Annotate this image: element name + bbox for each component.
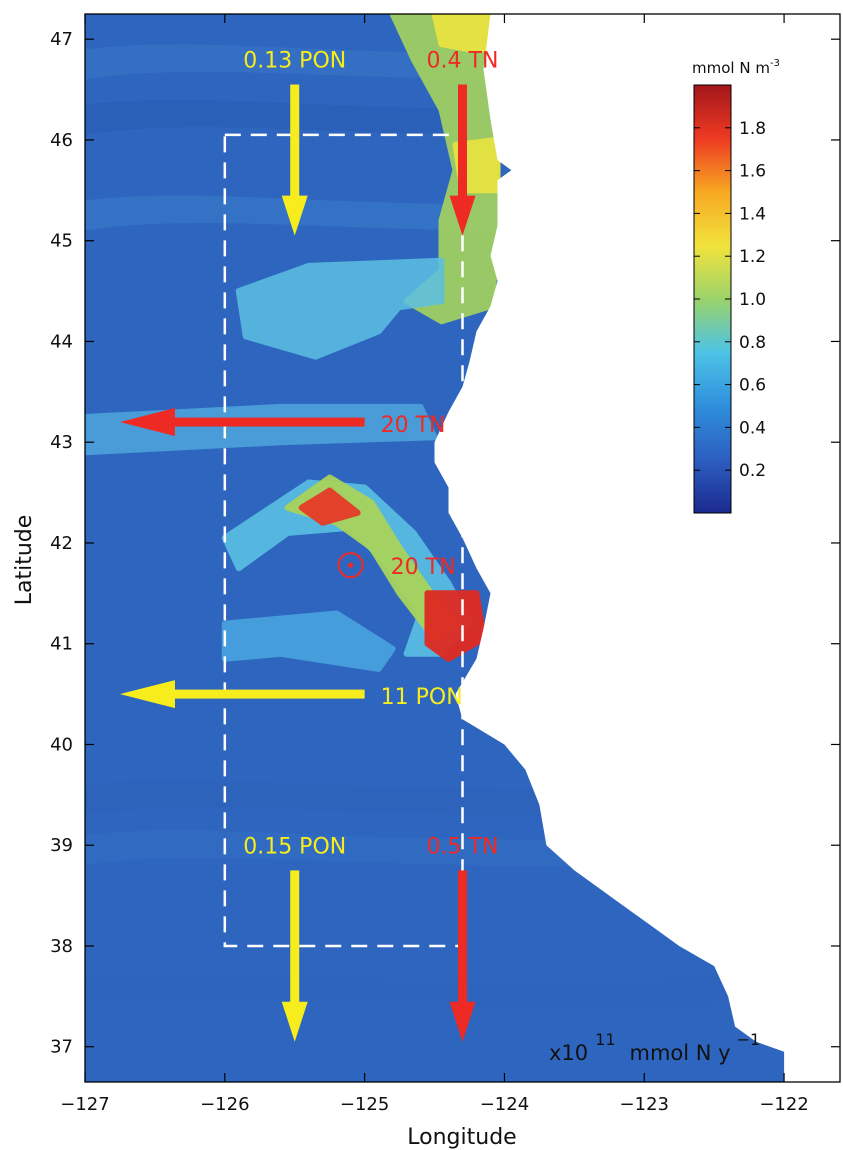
land-mask	[434, 14, 840, 1082]
y-tick-label: 39	[50, 835, 73, 856]
flux-south-0: 0.13 PON	[243, 49, 346, 236]
flux-west-2: 20 TN	[119, 408, 446, 438]
flux-south-6: 0.5 TN	[427, 834, 499, 1042]
flux-arrow-shaft	[290, 84, 300, 198]
flux-label: 0.5 TN	[427, 834, 499, 859]
y-tick-label: 43	[50, 432, 73, 453]
colorbar-title: mmol N m-3	[692, 58, 780, 77]
filament-44	[235, 257, 445, 360]
flux-arrow-shaft	[458, 84, 467, 198]
x-tick-label: −127	[60, 1094, 109, 1115]
x-tick-label: −123	[620, 1094, 669, 1115]
flux-out-of-page-symbol	[337, 552, 364, 579]
flux-label: 20 TN	[381, 413, 446, 438]
unit-text: mmol N y	[630, 1041, 731, 1065]
colorbar-tick-label: 1.6	[739, 162, 766, 182]
x-tick-label: −124	[480, 1094, 529, 1115]
flux-arrow-shaft	[171, 689, 365, 699]
flux-arrow-shaft	[290, 870, 300, 1004]
unit-multiplier-exp: 11	[595, 1030, 615, 1049]
flux-label: 0.13 PON	[243, 49, 346, 74]
flux-south-1: 0.4 TN	[427, 49, 499, 236]
plume-north-yellow	[431, 14, 494, 53]
filament-42-5	[221, 479, 473, 657]
y-axis-ticks: 37 38 39 40 41 42 43 44 45 46 47	[50, 29, 840, 1058]
unit-multiplier: x10	[549, 1041, 588, 1065]
axes-frame	[84, 13, 841, 1083]
x-tick-label: −122	[759, 1094, 808, 1115]
flux-arrow-head	[119, 680, 175, 709]
colorbar-tick-label: 1.2	[739, 247, 766, 267]
flux-label: 0.15 PON	[243, 834, 346, 859]
flux-unit-note: x10 11 mmol N y −1	[549, 1030, 760, 1065]
y-tick-label: 47	[50, 29, 73, 50]
y-tick-label: 46	[50, 130, 73, 151]
control-volume-box	[223, 133, 464, 948]
flux-west-4: 11 PON	[119, 680, 463, 710]
colorbar-scale	[693, 84, 732, 514]
unit-text-exp: −1	[737, 1030, 761, 1049]
x-axis-ticks: −127 −126 −125 −124 −123 −122	[60, 14, 809, 1115]
x-tick-label: −126	[200, 1094, 249, 1115]
y-tick-label: 45	[50, 231, 73, 252]
colorbar-tick-label: 1.0	[739, 290, 766, 310]
colorbar-title-base: mmol N m	[692, 59, 770, 77]
flux-arrow-head	[449, 1001, 476, 1042]
colorbar-ticks: 0.2 0.4 0.6 0.8 1.0 1.2 1.4 1.6 1.8	[694, 119, 766, 481]
colorbar-tick-label: 1.8	[739, 119, 766, 139]
flux-arrow-head	[281, 1001, 308, 1042]
flux-label: 20 TN	[391, 555, 456, 580]
flux-label: 11 PON	[381, 685, 463, 710]
flux-arrow-head	[449, 195, 476, 236]
flux-arrow-head	[281, 195, 308, 236]
y-tick-label: 44	[50, 331, 73, 352]
x-axis-label: Longitude	[407, 1125, 516, 1150]
colorbar-tick-label: 0.2	[739, 461, 766, 481]
hot-spot-south	[424, 590, 487, 662]
flux-arrow-head	[119, 408, 175, 437]
flux-out-of-page-dot	[348, 562, 354, 568]
flux-vertical-out-3: 20 TN	[337, 552, 456, 580]
y-tick-label: 40	[50, 734, 73, 755]
colorbar-tick-label: 0.8	[739, 333, 766, 353]
y-axis-label: Latitude	[12, 515, 37, 606]
flux-arrow-shaft	[171, 417, 365, 427]
hot-spot-north	[298, 487, 361, 526]
flux-arrows: 0.13 PON 0.4 TN 20 TN 20 TN 11 PON 0.15 PON 0.…	[119, 49, 499, 1042]
y-tick-label: 42	[50, 533, 73, 554]
x-tick-label: −125	[340, 1094, 389, 1115]
y-tick-label: 41	[50, 634, 73, 655]
flux-label: 0.4 TN	[427, 49, 499, 74]
flux-south-5: 0.15 PON	[243, 834, 346, 1042]
colorbar-tick-label: 0.4	[739, 418, 766, 438]
y-tick-label: 37	[50, 1037, 73, 1058]
flux-arrow-shaft	[458, 870, 467, 1004]
colorbar-tick-label: 0.6	[739, 376, 766, 396]
colorbar-tick-label: 1.4	[739, 204, 766, 224]
colorbar: mmol N m-3 0.2 0.4 0.6 0.8 1.0 1.2 1.4 1.6 1.8	[692, 58, 780, 514]
colorbar-title-exp: -3	[770, 58, 780, 69]
y-tick-label: 38	[50, 936, 73, 957]
